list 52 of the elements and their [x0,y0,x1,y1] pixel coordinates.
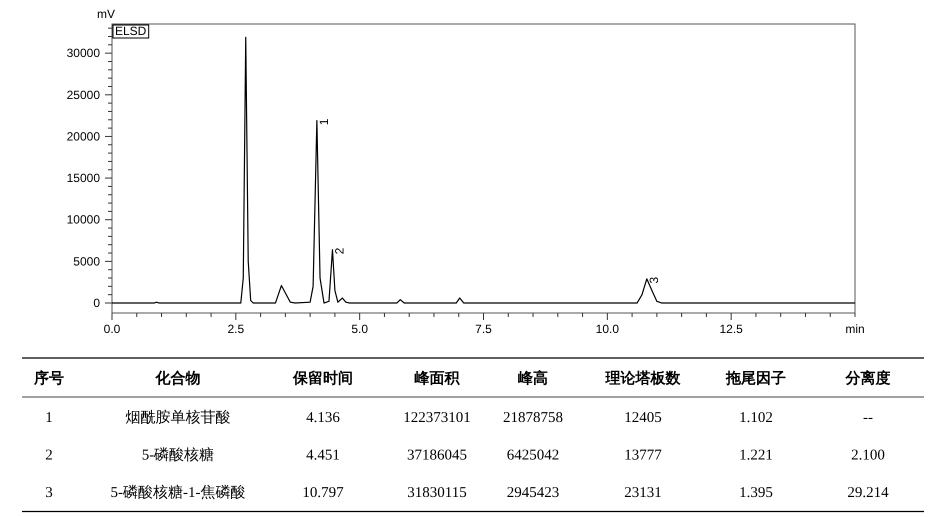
annotation: 3 [646,276,661,284]
text: 5-磷酸核糖 [142,446,214,464]
text: 5-磷酸核糖-1-焦磷酸 [110,484,246,501]
text: 31830115 [407,485,467,501]
annotation: ELSD [115,24,147,38]
line-series [111,36,856,304]
y-tick-label: 5000 [73,254,100,268]
x-tick-label: 2.5 [227,322,244,336]
text: 1.221 [739,448,773,464]
text: 37186045 [407,448,467,464]
text: 烟酰胺单核苷酸 [126,409,230,426]
y-tick-label: 30000 [66,46,100,60]
category-label: 化合物 [154,370,200,387]
y-tick-label: 20000 [66,129,100,144]
text: 4.451 [306,448,340,464]
text: 29.214 [847,485,890,501]
annotation: 1 [317,118,332,126]
x-tick-label: 7.5 [475,322,492,336]
y-axis-title: mV [97,7,115,21]
text: 1 [45,410,53,426]
text: 3 [45,485,53,501]
y-tick-label: 15000 [66,171,100,186]
y-tick-label: 10000 [66,212,100,227]
annotation: 2 [332,247,347,254]
x-axis-title: min [845,322,865,336]
text: 2 [45,448,53,464]
x-tick-label: 10.0 [596,322,620,336]
text: 1.102 [739,410,773,426]
text: 21878758 [503,410,563,426]
x-tick-label: 5.0 [351,322,368,336]
text: 122373101 [403,410,471,426]
category-label: 保留时间 [292,370,353,387]
text: 13777 [624,448,662,464]
category-label: 序号 [33,369,64,387]
x-tick-label: 0.0 [104,322,121,336]
text: 23131 [624,485,662,501]
text: 2945423 [506,485,560,501]
y-tick-label: 25000 [66,88,100,102]
category-label: 拖尾因子 [725,370,786,387]
x-tick-label: 12.5 [719,322,744,336]
category-label: 理论塔板数 [604,370,682,387]
text: 2.100 [851,448,885,464]
category-label: 峰面积 [414,370,460,387]
category-label: 峰高 [518,369,548,387]
text: 6425042 [506,448,560,464]
text: 1.395 [739,485,773,501]
text: 10.797 [302,485,344,501]
text: -- [863,410,873,426]
category-label: 分离度 [844,369,890,387]
text: 12405 [624,410,662,426]
y-tick-label: 0 [93,296,100,310]
text: 4.136 [306,410,340,426]
